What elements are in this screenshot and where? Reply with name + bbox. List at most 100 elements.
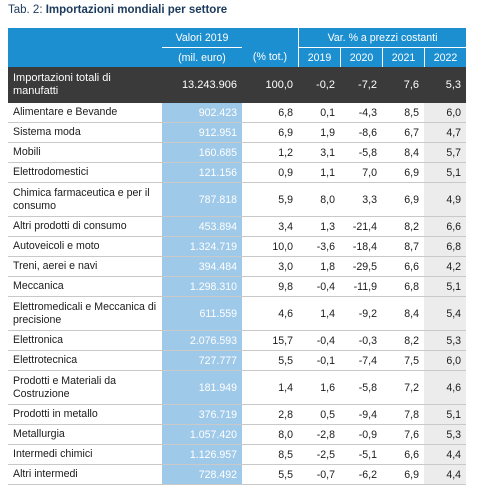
header-blank-3	[8, 47, 162, 67]
sector-var-2022: 4,4	[424, 465, 467, 485]
caption-prefix: Tab. 2:	[8, 4, 46, 16]
sector-pct: 6,9	[242, 123, 298, 143]
sector-var-2021: 8,2	[382, 217, 424, 237]
sector-label: Elettrodomestici	[8, 163, 162, 183]
sector-var-2022: 5,3	[424, 331, 467, 351]
sector-var-2019: 0,5	[298, 405, 340, 425]
sector-pct: 5,9	[242, 183, 298, 217]
sector-var-2022: 6,8	[424, 237, 467, 257]
header-year-2020: 2020	[340, 47, 382, 67]
sector-var-2019: -2,8	[298, 425, 340, 445]
sector-var-2020: -7,4	[340, 351, 382, 371]
sector-var-2021: 6,8	[382, 277, 424, 297]
total-var-2021: 7,6	[382, 67, 424, 103]
sector-var-2021: 8,4	[382, 143, 424, 163]
header-mil-euro: (mil. euro)	[162, 47, 242, 67]
sector-var-2020: 3,3	[340, 183, 382, 217]
sector-label: Elettronica	[8, 331, 162, 351]
sector-var-2019: 1,1	[298, 163, 340, 183]
sector-pct: 4,6	[242, 297, 298, 331]
caption-title: Importazioni mondiali per settore	[45, 4, 228, 16]
sector-pct: 8,0	[242, 425, 298, 445]
table-row: Altri prodotti di consumo 453.894 3,4 1,…	[8, 217, 467, 237]
sector-valore: 2.076.593	[162, 331, 242, 351]
sector-pct: 0,9	[242, 163, 298, 183]
sector-var-2021: 7,8	[382, 405, 424, 425]
sector-var-2019: -0,7	[298, 465, 340, 485]
sector-var-2019: 3,1	[298, 143, 340, 163]
sector-var-2021: 8,5	[382, 103, 424, 123]
sector-pct: 5,5	[242, 465, 298, 485]
sector-pct: 15,7	[242, 331, 298, 351]
header-year-2022: 2022	[424, 47, 467, 67]
header-valori-2019: Valori 2019	[162, 28, 242, 47]
table-row: Meccanica 1.298.310 9,8 -0,4 -11,9 6,8 5…	[8, 277, 467, 297]
header-year-2021: 2021	[382, 47, 424, 67]
sector-label: Metallurgia	[8, 425, 162, 445]
sector-var-2022: 6,6	[424, 217, 467, 237]
sector-label: Altri prodotti di consumo	[8, 217, 162, 237]
sector-valore: 453.894	[162, 217, 242, 237]
total-var-2020: -7,2	[340, 67, 382, 103]
sector-var-2022: 5,3	[424, 425, 467, 445]
sector-label: Prodotti in metallo	[8, 405, 162, 425]
sector-var-2021: 8,2	[382, 331, 424, 351]
sector-label: Meccanica	[8, 277, 162, 297]
total-var-2022: 5,3	[424, 67, 467, 103]
sector-var-2020: -9,4	[340, 405, 382, 425]
sector-pct: 3,4	[242, 217, 298, 237]
header-blank-2	[242, 28, 298, 47]
table-row: Altri intermedi 728.492 5,5 -0,7 -6,2 6,…	[8, 465, 467, 485]
header-year-2019: 2019	[298, 47, 340, 67]
table-row: Mobili 160.685 1,2 3,1 -5,8 8,4 5,7	[8, 143, 467, 163]
sector-label: Altri intermedi	[8, 465, 162, 485]
sector-var-2020: -29,5	[340, 257, 382, 277]
sector-var-2020: -5,8	[340, 143, 382, 163]
sector-pct: 9,8	[242, 277, 298, 297]
sector-label: Mobili	[8, 143, 162, 163]
total-row: Importazioni totali di manufatti 13.243.…	[8, 67, 467, 103]
sector-valore: 611.559	[162, 297, 242, 331]
sector-var-2020: -6,2	[340, 465, 382, 485]
sector-pct: 5,5	[242, 351, 298, 371]
sector-pct: 10,0	[242, 237, 298, 257]
table-body: Alimentare e Bevande 902.423 6,8 0,1 -4,…	[8, 103, 467, 485]
sector-var-2022: 5,1	[424, 405, 467, 425]
total-label: Importazioni totali di manufatti	[8, 67, 162, 103]
sector-valore: 394.484	[162, 257, 242, 277]
sector-var-2021: 7,5	[382, 351, 424, 371]
sector-valore: 160.685	[162, 143, 242, 163]
sector-valore: 376.719	[162, 405, 242, 425]
sector-var-2022: 6,0	[424, 351, 467, 371]
sector-var-2019: -0,1	[298, 351, 340, 371]
sector-var-2020: -0,9	[340, 425, 382, 445]
sector-var-2021: 8,7	[382, 237, 424, 257]
table-row: Metallurgia 1.057.420 8,0 -2,8 -0,9 7,6 …	[8, 425, 467, 445]
sector-var-2019: 0,1	[298, 103, 340, 123]
sector-var-2020: 7,0	[340, 163, 382, 183]
sector-var-2021: 8,4	[382, 297, 424, 331]
sector-pct: 8,5	[242, 445, 298, 465]
table-row: Elettrotecnica 727.777 5,5 -0,1 -7,4 7,5…	[8, 351, 467, 371]
sector-var-2020: -0,3	[340, 331, 382, 351]
sector-var-2020: -5,1	[340, 445, 382, 465]
sector-var-2019: 1,9	[298, 123, 340, 143]
sector-var-2021: 7,2	[382, 371, 424, 405]
total-var-2019: -0,2	[298, 67, 340, 103]
total-valore: 13.243.906	[162, 67, 242, 103]
sector-label: Treni, aerei e navi	[8, 257, 162, 277]
sector-var-2022: 4,7	[424, 123, 467, 143]
sector-valore: 727.777	[162, 351, 242, 371]
sector-var-2022: 5,1	[424, 163, 467, 183]
table-caption: Tab. 2: Importazioni mondiali per settor…	[8, 4, 227, 16]
table-row: Treni, aerei e navi 394.484 3,0 1,8 -29,…	[8, 257, 467, 277]
header-blank-1	[8, 28, 162, 47]
imports-table: Valori 2019 Var. % a prezzi costanti (mi…	[8, 28, 467, 485]
sector-var-2020: -4,3	[340, 103, 382, 123]
table-row: Elettronica 2.076.593 15,7 -0,4 -0,3 8,2…	[8, 331, 467, 351]
header-row-1: Valori 2019 Var. % a prezzi costanti	[8, 28, 467, 47]
sector-var-2020: -9,2	[340, 297, 382, 331]
sector-var-2019: -0,4	[298, 331, 340, 351]
sector-var-2019: 1,8	[298, 257, 340, 277]
sector-label: Elettromedicali e Meccanica di precision…	[8, 297, 162, 331]
